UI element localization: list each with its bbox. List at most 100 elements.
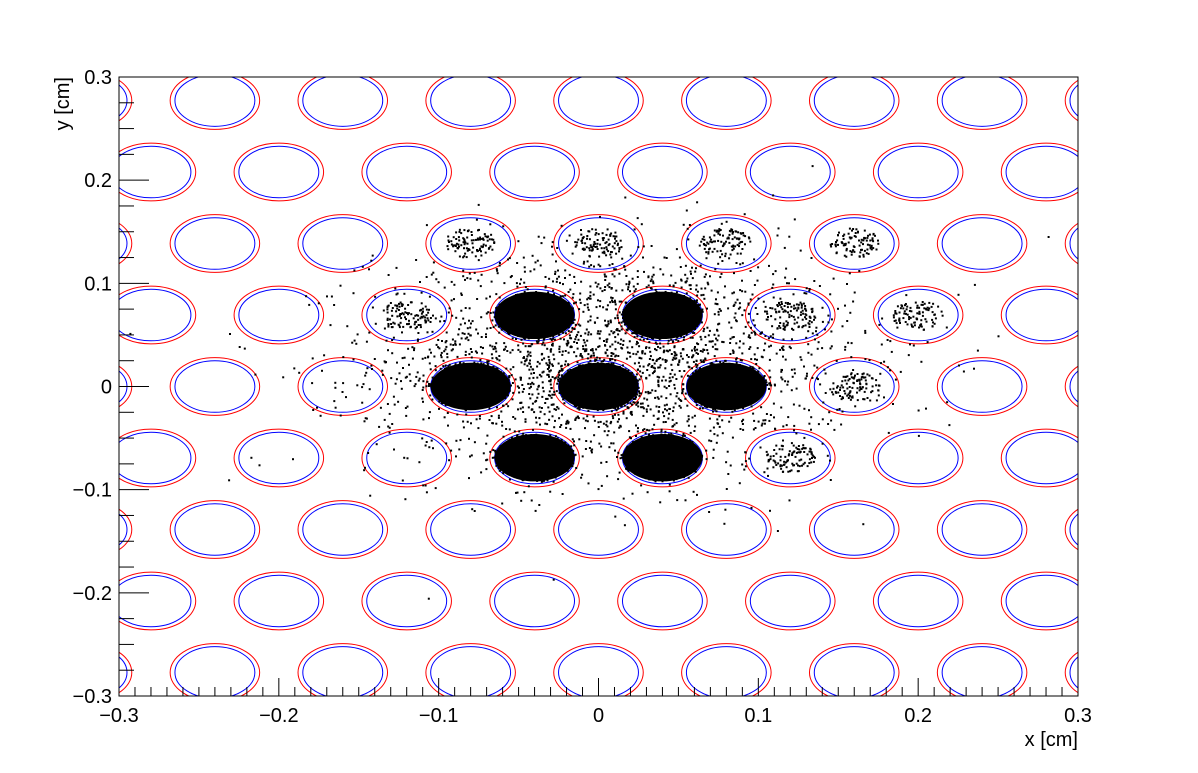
hit-point (702, 293, 705, 296)
hit-point (605, 338, 608, 341)
hole-inner-ring (941, 360, 1023, 413)
hit-point (795, 462, 798, 465)
hit-point (744, 460, 747, 463)
hit-point (782, 355, 784, 358)
hit-point (764, 379, 767, 382)
hit-point (776, 304, 779, 306)
hit-point (623, 524, 626, 527)
hit-point (651, 275, 654, 278)
hit-point (568, 334, 571, 337)
hit-point (410, 301, 413, 304)
hit-point (704, 335, 707, 338)
hit-point (578, 308, 581, 311)
hit-point (833, 428, 836, 431)
hole-inner-ring (1005, 431, 1078, 485)
hit-point (386, 403, 389, 405)
hit-point (621, 456, 623, 459)
hit-point (480, 336, 483, 338)
hit-point (686, 227, 689, 230)
hit-point (617, 451, 620, 454)
hit-point (856, 387, 859, 390)
hit-point (783, 460, 786, 463)
hit-point (440, 351, 443, 354)
hit-point (419, 281, 421, 283)
hit-point (808, 289, 811, 292)
hit-point (831, 391, 834, 394)
hit-point (717, 262, 720, 265)
hit-point (578, 406, 581, 409)
hit-point (699, 407, 702, 410)
hit-point (685, 280, 688, 283)
hit-point (541, 395, 544, 398)
hit-point (768, 369, 771, 372)
hit-point (528, 387, 531, 390)
hit-point (655, 342, 658, 345)
hit-point (658, 338, 661, 341)
hit-point (730, 326, 733, 329)
hit-point (563, 402, 566, 405)
hit-point (905, 312, 907, 315)
hit-point (687, 415, 690, 418)
hit-point (387, 349, 389, 352)
hit-point (808, 450, 811, 453)
hit-point (510, 436, 513, 439)
hit-point (586, 357, 589, 360)
hit-point (673, 383, 676, 386)
hit-point (445, 442, 448, 445)
hit-point (463, 332, 466, 335)
hit-point (751, 293, 754, 296)
hit-point (541, 381, 544, 384)
hole-inner-ring (813, 360, 895, 413)
hit-point (594, 321, 596, 324)
hit-point (782, 470, 785, 473)
hit-point (568, 234, 571, 237)
hit-point (654, 480, 657, 483)
hit-point (539, 410, 542, 413)
hit-point (519, 378, 522, 381)
hit-point (558, 350, 561, 353)
hit-point (609, 359, 612, 361)
hit-point (543, 236, 546, 239)
hole-outer-ring (233, 285, 325, 345)
hit-point (589, 291, 592, 294)
hit-point (523, 266, 526, 269)
hole-outer-ring (681, 500, 772, 559)
hit-point (616, 317, 619, 319)
hit-point (511, 337, 514, 340)
hole-inner-ring (813, 77, 895, 127)
hit-point (428, 383, 430, 385)
hit-point (599, 215, 601, 218)
hit-point (764, 310, 766, 313)
hole-inner-ring (558, 646, 639, 696)
hit-point (556, 247, 559, 249)
hit-point (516, 262, 519, 264)
hit-point (727, 307, 730, 310)
hit-point (497, 416, 500, 419)
hit-point (646, 398, 649, 401)
hit-point (542, 390, 545, 393)
hit-point (468, 437, 470, 440)
hit-point (818, 285, 821, 287)
hit-point (495, 422, 498, 425)
hit-point (706, 281, 709, 284)
hit-point (543, 479, 546, 482)
hit-point (859, 383, 862, 386)
hit-point (741, 463, 744, 466)
hit-point (527, 406, 530, 409)
hit-point (670, 353, 673, 355)
hit-point (718, 415, 721, 418)
hit-point (455, 316, 458, 319)
hit-point (649, 280, 652, 283)
hit-point (695, 404, 698, 407)
hit-point (803, 436, 806, 439)
hit-point (800, 311, 803, 314)
hit-point (548, 277, 551, 280)
hit-point (706, 307, 708, 310)
hit-point (767, 474, 769, 477)
hit-point (658, 376, 661, 379)
hole-outer-ring (1064, 365, 1078, 408)
hit-point (481, 352, 484, 355)
hit-point (830, 419, 833, 422)
hit-point (428, 446, 431, 449)
hit-point (763, 471, 766, 474)
